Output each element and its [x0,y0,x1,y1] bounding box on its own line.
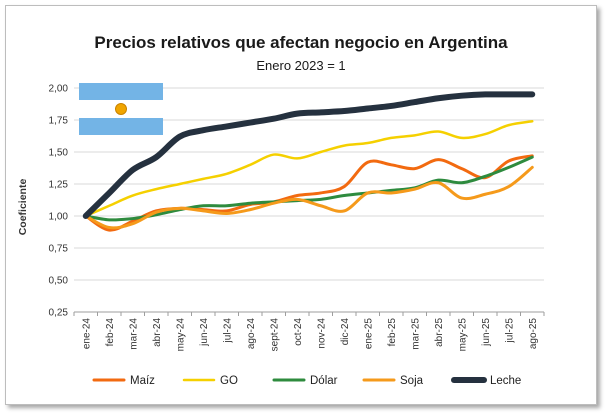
x-tick-label: ene-25 [363,318,374,350]
x-tick-label: jun-25 [481,318,492,347]
x-tick-label: ago-25 [528,318,539,350]
y-axis-label: Coeficiente [17,179,29,236]
x-axis-ticks: ene-24 feb-24 mar-24 abr-24 may-24 jun-24 jul-… [73,311,545,352]
x-tick-label: may-24 [175,318,186,352]
x-tick-label: ago-24 [246,318,257,350]
x-tick-label: may-25 [457,318,468,352]
y-tick-label: 0,50 [49,276,69,287]
y-tick-label: 0,25 [49,308,69,319]
x-tick-label: jun-24 [199,318,210,347]
legend: Maíz GO Dólar Soja Leche [92,375,521,387]
x-tick-label: jul-24 [222,318,233,344]
series-line-dolar [84,155,534,222]
x-tick-label: dic-24 [340,318,351,346]
x-tick-label: ene-24 [81,318,92,350]
chart-frame: Precios relativos que afectan negocio en… [5,5,597,405]
legend-label-leche: Leche [490,375,521,387]
x-tick-label: mar-25 [410,318,421,350]
x-tick-label: abr-25 [434,318,445,347]
legend-label-soja: Soja [400,375,424,387]
y-tick-label: 1,00 [49,212,69,223]
series-line-soja [84,165,534,230]
x-tick-label: feb-25 [387,318,398,347]
series-line-maiz [84,154,534,232]
x-tick-label: sept-24 [269,318,280,352]
series-lines [82,91,536,232]
x-tick-label: abr-24 [152,318,163,347]
y-tick-label: 1,50 [49,148,69,159]
legend-label-dolar: Dólar [310,375,338,387]
line-chart: Precios relativos que afectan negocio en… [17,33,545,387]
y-tick-label: 1,75 [49,116,69,127]
chart-title: Precios relativos que afectan negocio en… [94,33,508,52]
series-line-leche [82,91,536,219]
x-tick-label: feb-24 [105,318,116,347]
chart-subtitle: Enero 2023 = 1 [256,58,345,73]
x-tick-label: jul-25 [504,318,515,344]
series-line-go [84,120,534,218]
y-axis-ticks: 2,00 1,75 1,50 1,25 1,00 0,75 0,50 0,25 [49,84,69,319]
x-tick-label: nov-24 [316,318,327,349]
x-tick-label: mar-24 [128,318,139,350]
y-tick-label: 0,75 [49,244,69,255]
y-tick-label: 2,00 [49,84,69,95]
x-tick-label: oct-24 [293,318,304,346]
legend-label-go: GO [220,375,238,387]
y-tick-label: 1,25 [49,180,69,191]
legend-label-maiz: Maíz [130,375,155,387]
argentina-flag-icon [79,83,163,135]
